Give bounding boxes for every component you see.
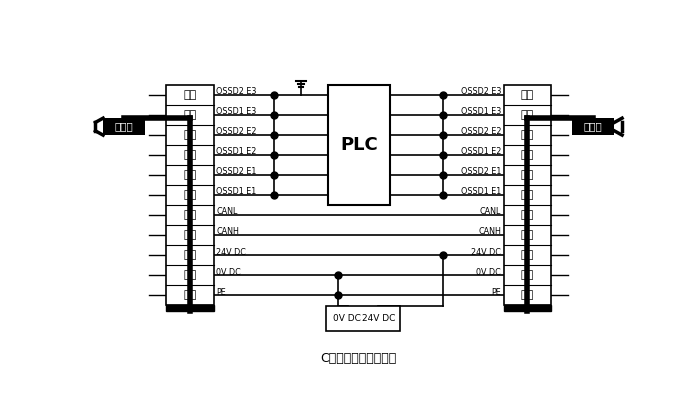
Text: 青色: 青色 bbox=[521, 110, 534, 120]
Text: 0V DC: 0V DC bbox=[333, 314, 360, 323]
Bar bbox=[503, 85, 552, 305]
Bar bbox=[503, 305, 552, 311]
Text: 白色: 白色 bbox=[521, 150, 534, 160]
Text: 棕色: 棕色 bbox=[183, 170, 197, 180]
Text: OSSD1 E2: OSSD1 E2 bbox=[216, 147, 257, 156]
Text: 黑色: 黑色 bbox=[183, 210, 197, 220]
Text: PE: PE bbox=[216, 288, 226, 297]
Text: 24V DC: 24V DC bbox=[216, 247, 246, 257]
Text: OSSD2 E2: OSSD2 E2 bbox=[216, 127, 257, 136]
Text: PE: PE bbox=[491, 288, 501, 297]
Text: 灰色: 灰色 bbox=[521, 130, 534, 140]
Text: PLC: PLC bbox=[340, 136, 377, 154]
Text: OSSD1 E1: OSSD1 E1 bbox=[216, 187, 256, 197]
Bar bbox=[326, 306, 400, 331]
Text: OSSD2 E1: OSSD2 E1 bbox=[461, 168, 501, 176]
Text: 24V DC: 24V DC bbox=[363, 314, 396, 323]
Text: 发射器: 发射器 bbox=[115, 122, 134, 131]
Text: OSSD2 E2: OSSD2 E2 bbox=[461, 127, 501, 136]
Text: 花色: 花色 bbox=[183, 290, 197, 300]
Text: OSSD2 E3: OSSD2 E3 bbox=[461, 87, 501, 96]
Text: 接收器: 接收器 bbox=[584, 122, 603, 131]
Text: OSSD1 E3: OSSD1 E3 bbox=[216, 108, 256, 116]
Text: 蓝色: 蓝色 bbox=[521, 190, 534, 200]
Text: 蓝色: 蓝色 bbox=[183, 190, 197, 200]
Text: 绿色: 绿色 bbox=[183, 270, 197, 280]
Text: CANL: CANL bbox=[480, 207, 501, 216]
Text: 黄色: 黄色 bbox=[521, 230, 534, 240]
Text: 灰色: 灰色 bbox=[183, 130, 197, 140]
Text: 紫色: 紫色 bbox=[183, 90, 197, 100]
Text: OSSD1 E3: OSSD1 E3 bbox=[461, 108, 501, 116]
Text: 花色: 花色 bbox=[521, 290, 534, 300]
Text: CANH: CANH bbox=[216, 228, 239, 236]
Text: OSSD2 E3: OSSD2 E3 bbox=[216, 87, 257, 96]
Text: OSSD2 E1: OSSD2 E1 bbox=[216, 168, 257, 176]
Text: 红色: 红色 bbox=[521, 250, 534, 260]
Text: 红色: 红色 bbox=[183, 250, 197, 260]
Text: 黑色: 黑色 bbox=[521, 210, 534, 220]
Text: CANH: CANH bbox=[478, 228, 501, 236]
Text: 0V DC: 0V DC bbox=[477, 268, 501, 276]
Bar bbox=[167, 85, 214, 305]
Text: 24V DC: 24V DC bbox=[471, 247, 501, 257]
Text: C型传感器单独接线图: C型传感器单独接线图 bbox=[321, 352, 397, 365]
Text: OSSD1 E1: OSSD1 E1 bbox=[461, 187, 501, 197]
Text: 紫色: 紫色 bbox=[521, 90, 534, 100]
Text: 棕色: 棕色 bbox=[521, 170, 534, 180]
Text: CANL: CANL bbox=[216, 207, 238, 216]
Text: 0V DC: 0V DC bbox=[216, 268, 241, 276]
Bar bbox=[167, 305, 214, 311]
Bar bbox=[572, 118, 615, 135]
Text: 黄色: 黄色 bbox=[183, 230, 197, 240]
Text: OSSD1 E2: OSSD1 E2 bbox=[461, 147, 501, 156]
Text: 白色: 白色 bbox=[183, 150, 197, 160]
Text: 青色: 青色 bbox=[183, 110, 197, 120]
Bar bbox=[328, 85, 390, 205]
Bar bbox=[103, 118, 146, 135]
Text: 绿色: 绿色 bbox=[521, 270, 534, 280]
